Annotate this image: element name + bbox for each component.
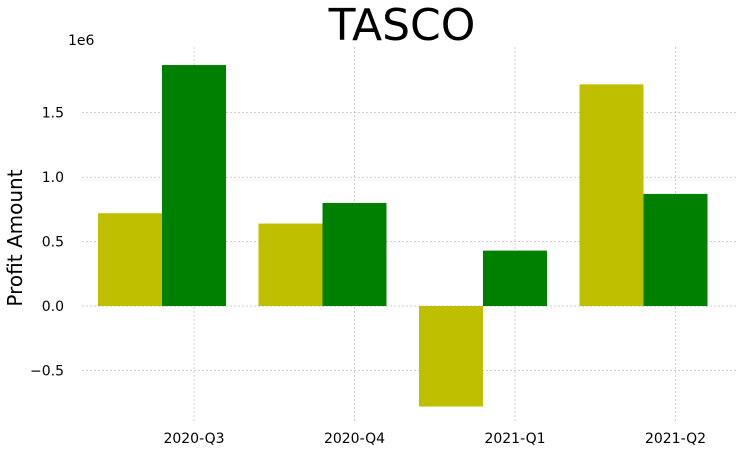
x-tick-label: 2020-Q3	[163, 431, 224, 447]
y-tick-label: 0.0	[42, 299, 64, 315]
bar-1-2021-Q1	[419, 306, 483, 407]
y-axis-label: Profit Amount	[3, 169, 27, 306]
bar-2-2020-Q4	[322, 202, 387, 307]
y-axis-offset-label: 1e6	[68, 33, 95, 49]
x-tick-label: 2021-Q2	[645, 431, 706, 447]
tick-labels: −0.5 0.0 0.5 1.0 1.5 2020-Q3 2020-Q4 2021-Q1 202…	[30, 106, 706, 447]
x-tick-label: 2020-Q4	[324, 431, 385, 447]
bar-2-2020-Q3	[162, 65, 226, 307]
y-tick-label: −0.5	[30, 363, 64, 379]
bar-1-2020-Q3	[98, 213, 162, 307]
bar-2-2021-Q2	[643, 193, 708, 307]
x-tick-label: 2021-Q1	[484, 431, 545, 447]
bars	[98, 65, 708, 407]
bar-1-2021-Q2	[579, 84, 644, 307]
bar-2-2021-Q1	[483, 250, 547, 307]
y-tick-label: 0.5	[42, 235, 64, 251]
y-tick-label: 1.5	[42, 106, 64, 122]
bar-1-2020-Q4	[258, 223, 323, 307]
chart-title: TASCO	[328, 0, 476, 51]
y-tick-label: 1.0	[42, 170, 64, 186]
